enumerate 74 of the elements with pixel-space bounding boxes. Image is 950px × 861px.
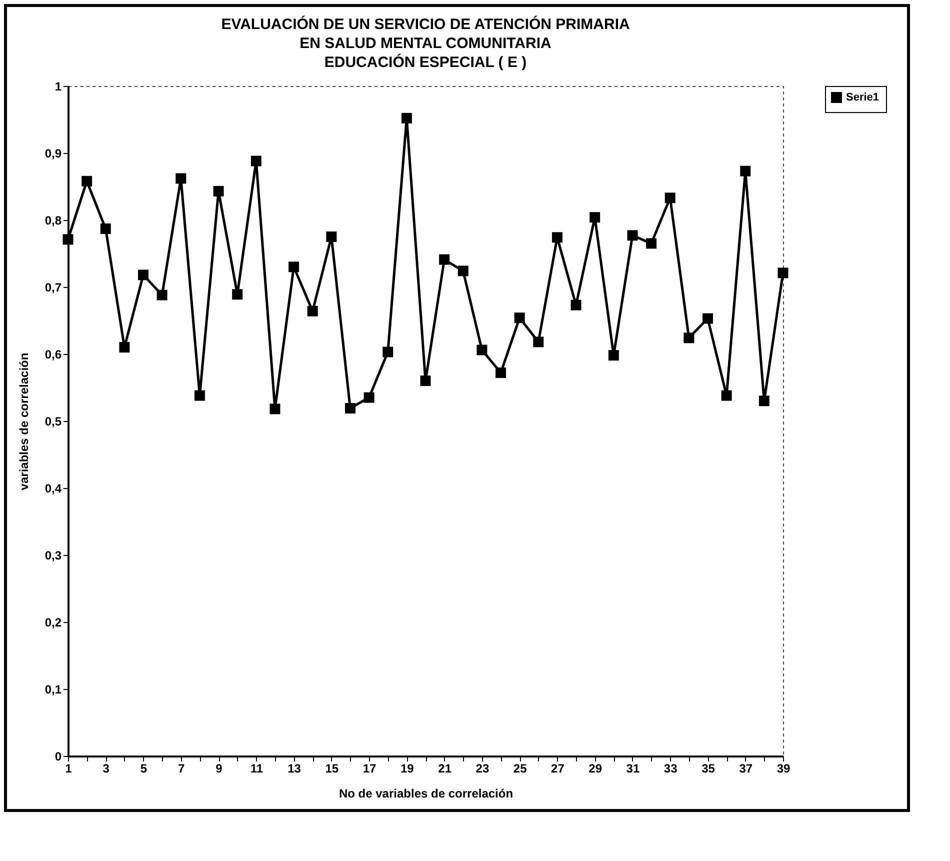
x-tick-label: 5 (140, 762, 148, 776)
x-tick-label: 1 (65, 762, 72, 776)
point (270, 404, 280, 414)
y-tick-label: 0,8 (44, 214, 62, 228)
point (382, 346, 394, 358)
x-axis-title: No de variables de correlación (338, 786, 514, 800)
point (758, 396, 770, 406)
y-tick-label: 0,9 (44, 146, 62, 160)
point (533, 336, 544, 348)
x-tick-label: 19 (400, 762, 414, 776)
point (250, 156, 262, 166)
point (476, 344, 488, 356)
point (82, 176, 92, 186)
point (344, 403, 356, 414)
point (514, 312, 525, 324)
x-tick-label: 27 (551, 762, 565, 776)
point (213, 186, 224, 196)
point (702, 313, 713, 324)
point (608, 350, 619, 361)
y-axis-title: variables de correlación (16, 352, 31, 490)
y-tick-label: 0,5 (44, 414, 62, 428)
x-tick-label: 15 (325, 762, 339, 776)
point (664, 192, 676, 204)
x-tick-label: 7 (178, 762, 186, 776)
x-tick-label: 11 (250, 762, 264, 776)
x-tick-label: 9 (216, 762, 223, 776)
x-tick-label: 21 (438, 762, 452, 776)
point (156, 290, 168, 300)
point (401, 112, 412, 124)
point (439, 254, 450, 265)
point (176, 173, 186, 184)
point (570, 300, 582, 310)
x-tick-label: 29 (588, 762, 602, 776)
x-tick-label: 25 (513, 762, 528, 776)
point (627, 230, 638, 241)
x-tick-label: 17 (362, 762, 377, 776)
point (364, 392, 374, 403)
point (552, 232, 562, 243)
legend-label: Serie1 (846, 92, 880, 104)
point (590, 212, 600, 223)
point (119, 342, 130, 353)
x-tick-label: 35 (702, 762, 716, 776)
y-tick-label: 0,4 (44, 482, 62, 496)
point (740, 166, 751, 176)
x-tick-label: 23 (476, 762, 490, 776)
point (232, 289, 243, 300)
point (458, 266, 468, 276)
y-tick-label: 0,1 (44, 682, 62, 696)
point (646, 238, 657, 249)
y-tick-label: 0,2 (44, 616, 62, 630)
point (684, 332, 694, 344)
point (778, 268, 788, 278)
x-tick-label: 3 (102, 762, 110, 776)
point (326, 232, 337, 242)
x-tick-label: 13 (288, 762, 302, 776)
point (288, 262, 300, 272)
y-tick-label: 0,3 (44, 548, 62, 562)
x-tick-label: 37 (739, 762, 753, 776)
y-tick-label: 0,6 (44, 348, 62, 362)
point (100, 223, 111, 234)
point (496, 368, 506, 378)
point (721, 390, 732, 401)
x-tick-label: 31 (626, 762, 640, 776)
point (420, 376, 431, 386)
point (307, 306, 318, 316)
x-tick-label: 39 (776, 762, 790, 776)
point (194, 390, 205, 401)
y-tick-label: 1 (54, 80, 62, 94)
x-tick-label: 33 (664, 762, 678, 776)
point (138, 270, 149, 280)
point (62, 234, 74, 245)
y-tick-label: 0 (54, 750, 62, 764)
y-tick-label: 0,7 (44, 280, 62, 294)
chart-title: EVALUACIÓN DE UN SERVICIO DE ATENCIÓN PRIMARIA EN SALUD MENTAL COMUNITARIA EDUCACIÓN ESPECIAL ( E ) (221, 15, 630, 71)
